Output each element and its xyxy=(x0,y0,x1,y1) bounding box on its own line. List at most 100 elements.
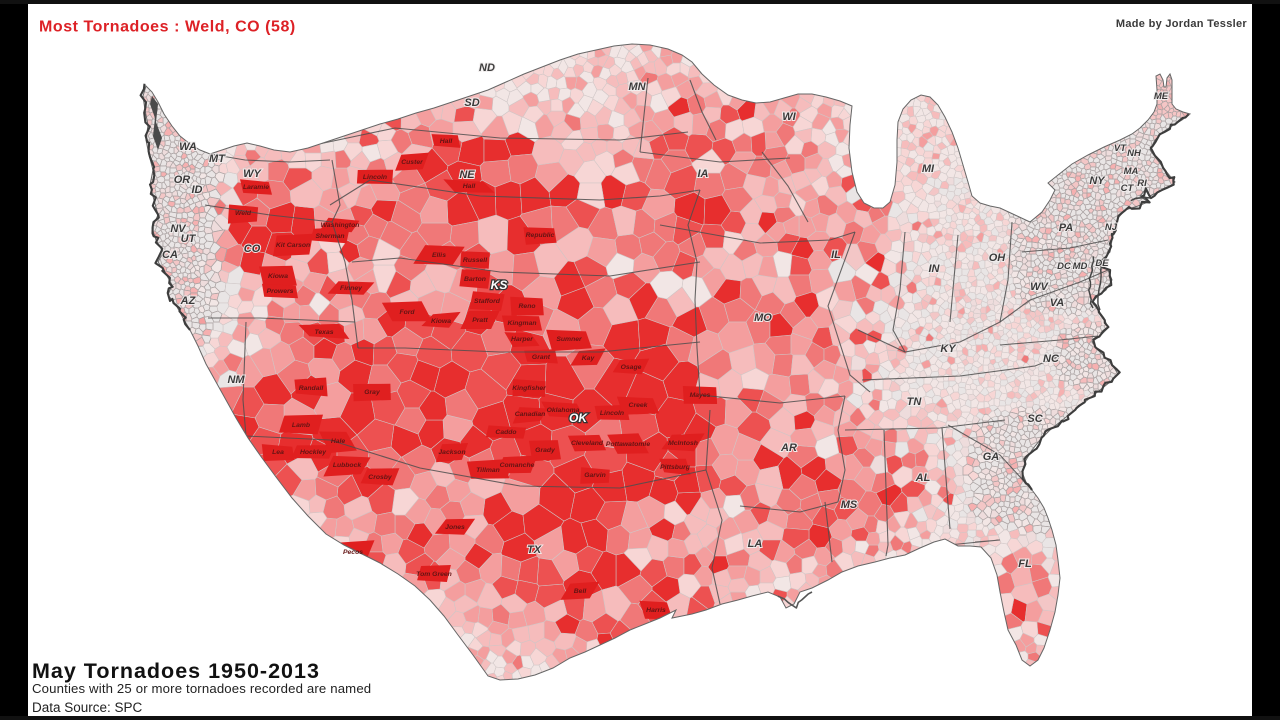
svg-text:Jones: Jones xyxy=(445,524,465,531)
svg-text:Cleveland: Cleveland xyxy=(571,440,604,447)
svg-text:IL: IL xyxy=(831,249,841,261)
svg-text:Pottawatomie: Pottawatomie xyxy=(606,441,650,448)
svg-text:Laramie: Laramie xyxy=(243,184,269,191)
svg-text:Mayes: Mayes xyxy=(690,392,711,399)
svg-text:Reno: Reno xyxy=(519,303,536,310)
svg-text:Ellis: Ellis xyxy=(432,252,446,259)
svg-text:OR: OR xyxy=(174,174,191,186)
svg-text:Weld: Weld xyxy=(235,210,252,217)
svg-text:Grant: Grant xyxy=(532,354,551,361)
svg-text:Kingfisher: Kingfisher xyxy=(512,385,546,392)
svg-text:Creek: Creek xyxy=(629,402,649,409)
svg-text:OH: OH xyxy=(989,252,1007,264)
svg-text:AR: AR xyxy=(780,442,797,454)
svg-text:ID: ID xyxy=(192,184,203,196)
svg-text:DE: DE xyxy=(1095,258,1109,269)
svg-text:Harris: Harris xyxy=(646,607,666,614)
svg-text:Pratt: Pratt xyxy=(472,317,488,324)
svg-text:Oklahoma: Oklahoma xyxy=(547,407,580,414)
svg-text:Kiowa: Kiowa xyxy=(268,273,288,280)
svg-text:WV: WV xyxy=(1030,281,1049,293)
svg-text:WY: WY xyxy=(243,168,262,180)
svg-text:Crosby: Crosby xyxy=(368,474,393,481)
svg-text:CA: CA xyxy=(162,249,178,261)
svg-text:MA: MA xyxy=(1124,166,1139,177)
svg-text:Jackson: Jackson xyxy=(438,449,465,456)
svg-text:Pecos: Pecos xyxy=(343,549,363,556)
svg-text:ME: ME xyxy=(1154,91,1169,102)
svg-text:DC: DC xyxy=(1057,261,1071,272)
svg-text:Kay: Kay xyxy=(582,355,596,362)
svg-text:Lubbock: Lubbock xyxy=(333,462,363,469)
svg-text:KS: KS xyxy=(491,278,508,292)
svg-text:WI: WI xyxy=(782,111,796,123)
svg-text:MI: MI xyxy=(922,163,935,175)
svg-text:Canadian: Canadian xyxy=(515,411,546,418)
svg-text:MS: MS xyxy=(841,499,858,511)
svg-text:CT: CT xyxy=(1121,183,1135,194)
svg-text:Texas: Texas xyxy=(314,329,333,336)
svg-text:NC: NC xyxy=(1043,353,1060,365)
svg-text:Hale: Hale xyxy=(331,438,346,445)
svg-text:Caddo: Caddo xyxy=(495,429,516,436)
svg-text:VT: VT xyxy=(1114,143,1127,154)
svg-text:NH: NH xyxy=(1127,148,1142,159)
svg-text:Hockley: Hockley xyxy=(300,449,327,456)
svg-text:Tillman: Tillman xyxy=(476,467,500,474)
svg-text:UT: UT xyxy=(181,233,197,245)
svg-text:Randall: Randall xyxy=(299,385,324,392)
svg-text:KY: KY xyxy=(940,343,957,355)
svg-text:VA: VA xyxy=(1050,297,1065,309)
svg-text:FL: FL xyxy=(1018,558,1032,570)
svg-text:NV: NV xyxy=(170,223,187,235)
svg-text:MD: MD xyxy=(1073,261,1088,272)
svg-text:MO: MO xyxy=(754,312,772,324)
svg-text:Hall: Hall xyxy=(463,183,476,190)
svg-text:NJ: NJ xyxy=(1105,222,1118,233)
svg-text:TX: TX xyxy=(527,544,542,556)
svg-text:SD: SD xyxy=(464,97,479,109)
svg-text:Hall: Hall xyxy=(440,138,453,145)
svg-text:Pittsburg: Pittsburg xyxy=(660,464,691,471)
svg-text:AZ: AZ xyxy=(180,295,197,307)
svg-text:Finney: Finney xyxy=(340,285,363,292)
svg-text:Tom Green: Tom Green xyxy=(416,571,452,578)
svg-text:Republic: Republic xyxy=(526,232,555,239)
svg-text:OK: OK xyxy=(569,411,588,425)
svg-text:Bell: Bell xyxy=(574,588,587,595)
svg-text:RI: RI xyxy=(1137,178,1147,189)
svg-text:Grady: Grady xyxy=(535,447,556,454)
svg-text:Sumner: Sumner xyxy=(556,336,582,343)
svg-text:NY: NY xyxy=(1089,175,1106,187)
svg-text:Lamb: Lamb xyxy=(292,422,310,429)
svg-text:Stafford: Stafford xyxy=(474,298,501,305)
svg-text:Russell: Russell xyxy=(463,257,487,264)
svg-text:Washington: Washington xyxy=(321,222,360,229)
svg-text:IA: IA xyxy=(698,168,709,180)
svg-text:Data Source: SPC: Data Source: SPC xyxy=(32,700,143,715)
svg-text:Kingman: Kingman xyxy=(507,320,536,327)
svg-text:Custer: Custer xyxy=(401,159,423,166)
svg-text:Ford: Ford xyxy=(399,309,415,316)
svg-text:PA: PA xyxy=(1059,222,1074,234)
svg-text:SC: SC xyxy=(1027,413,1043,425)
svg-text:Most Tornadoes : Weld, CO (58): Most Tornadoes : Weld, CO (58) xyxy=(39,19,296,36)
svg-text:LA: LA xyxy=(748,538,763,550)
svg-text:IN: IN xyxy=(929,263,941,275)
svg-text:Garvin: Garvin xyxy=(584,472,606,479)
svg-text:GA: GA xyxy=(983,451,1000,463)
svg-text:May Tornadoes 1950-2013: May Tornadoes 1950-2013 xyxy=(32,659,320,683)
svg-text:NM: NM xyxy=(227,374,245,386)
svg-text:Barton: Barton xyxy=(464,276,486,283)
svg-text:Gray: Gray xyxy=(364,389,381,396)
svg-text:MN: MN xyxy=(628,81,646,93)
svg-text:Made by Jordan Tessler: Made by Jordan Tessler xyxy=(1116,18,1248,30)
svg-text:Comanche: Comanche xyxy=(500,462,535,469)
svg-text:Lincoln: Lincoln xyxy=(363,174,387,181)
svg-text:NE: NE xyxy=(459,169,475,181)
svg-text:Osage: Osage xyxy=(621,364,642,371)
svg-text:Kiowa: Kiowa xyxy=(431,318,451,325)
svg-text:McIntosh: McIntosh xyxy=(668,440,698,447)
svg-text:Harper: Harper xyxy=(511,336,533,343)
svg-text:CO: CO xyxy=(244,243,261,255)
